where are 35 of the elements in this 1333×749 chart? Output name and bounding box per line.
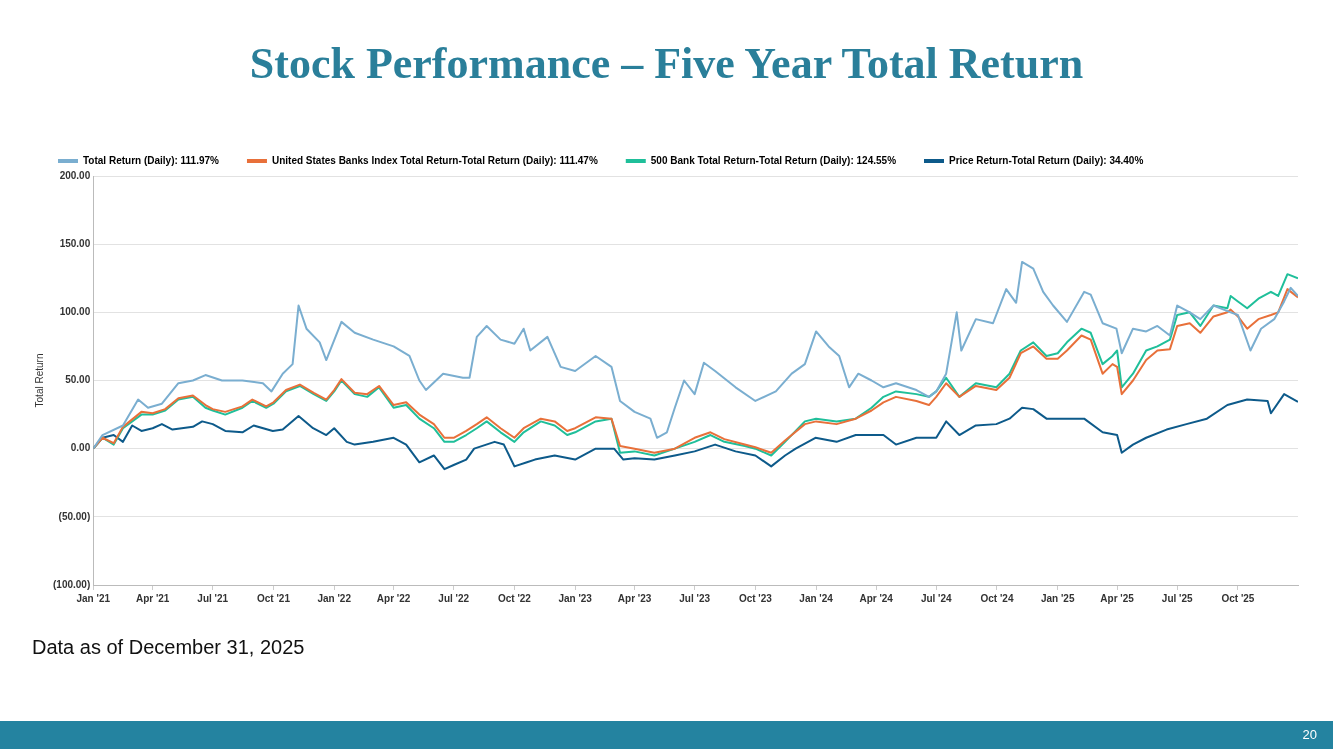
y-tick-label: 150.00 xyxy=(59,237,91,249)
x-tick-label: Jul '21 xyxy=(197,592,229,604)
x-tick-label: Apr '22 xyxy=(376,592,411,604)
x-tick-label: Jan '25 xyxy=(1040,592,1075,604)
x-tick-label: Oct '22 xyxy=(497,592,532,604)
x-tick-label: Jan '24 xyxy=(799,592,834,604)
x-tick-label: Oct '25 xyxy=(1221,592,1255,604)
x-tick-label: Jan '21 xyxy=(76,592,111,604)
x-tick-label: Jul '22 xyxy=(438,592,470,604)
x-tick-label: Apr '25 xyxy=(1100,592,1135,604)
x-tick-label: Jul '25 xyxy=(1161,592,1193,604)
x-tick-label: Jul '24 xyxy=(920,592,953,604)
y-tick-label: 100.00 xyxy=(59,306,91,318)
y-tick-label: 0.00 xyxy=(70,442,91,454)
legend-label: Price Return-Total Return (Daily): 34.40% xyxy=(949,154,1144,166)
x-tick-label: Jul '23 xyxy=(679,592,711,604)
x-tick-label: Apr '23 xyxy=(617,592,652,604)
y-tick-label: (50.00) xyxy=(58,510,91,522)
legend-label: Total Return (Daily): 111.97% xyxy=(83,154,220,166)
y-tick-label: (100.00) xyxy=(53,578,91,590)
legend-label: United States Banks Index Total Return-Total Return (Daily): 111.47% xyxy=(271,154,598,166)
x-tick-label: Apr '24 xyxy=(859,592,894,604)
x-tick-label: Oct '21 xyxy=(256,592,291,604)
x-tick-label: Jan '23 xyxy=(558,592,593,604)
x-tick-label: Jan '22 xyxy=(317,592,352,604)
y-tick-label: 200.00 xyxy=(59,169,91,181)
text: Data as of December 31, 2025 xyxy=(32,636,305,659)
x-tick-label: Oct '23 xyxy=(738,592,773,604)
x-tick-label: Apr '21 xyxy=(135,592,170,604)
legend-label: 500 Bank Total Return-Total Return (Daily): 124.55% xyxy=(650,154,897,166)
x-tick-label: Oct '24 xyxy=(980,592,1014,604)
y-axis-title: Total Return xyxy=(33,353,45,408)
chart-title: Stock Performance – Five Year Total Return xyxy=(248,38,1085,89)
y-tick-label: 50.00 xyxy=(65,374,91,386)
text: 20 xyxy=(1302,727,1317,742)
